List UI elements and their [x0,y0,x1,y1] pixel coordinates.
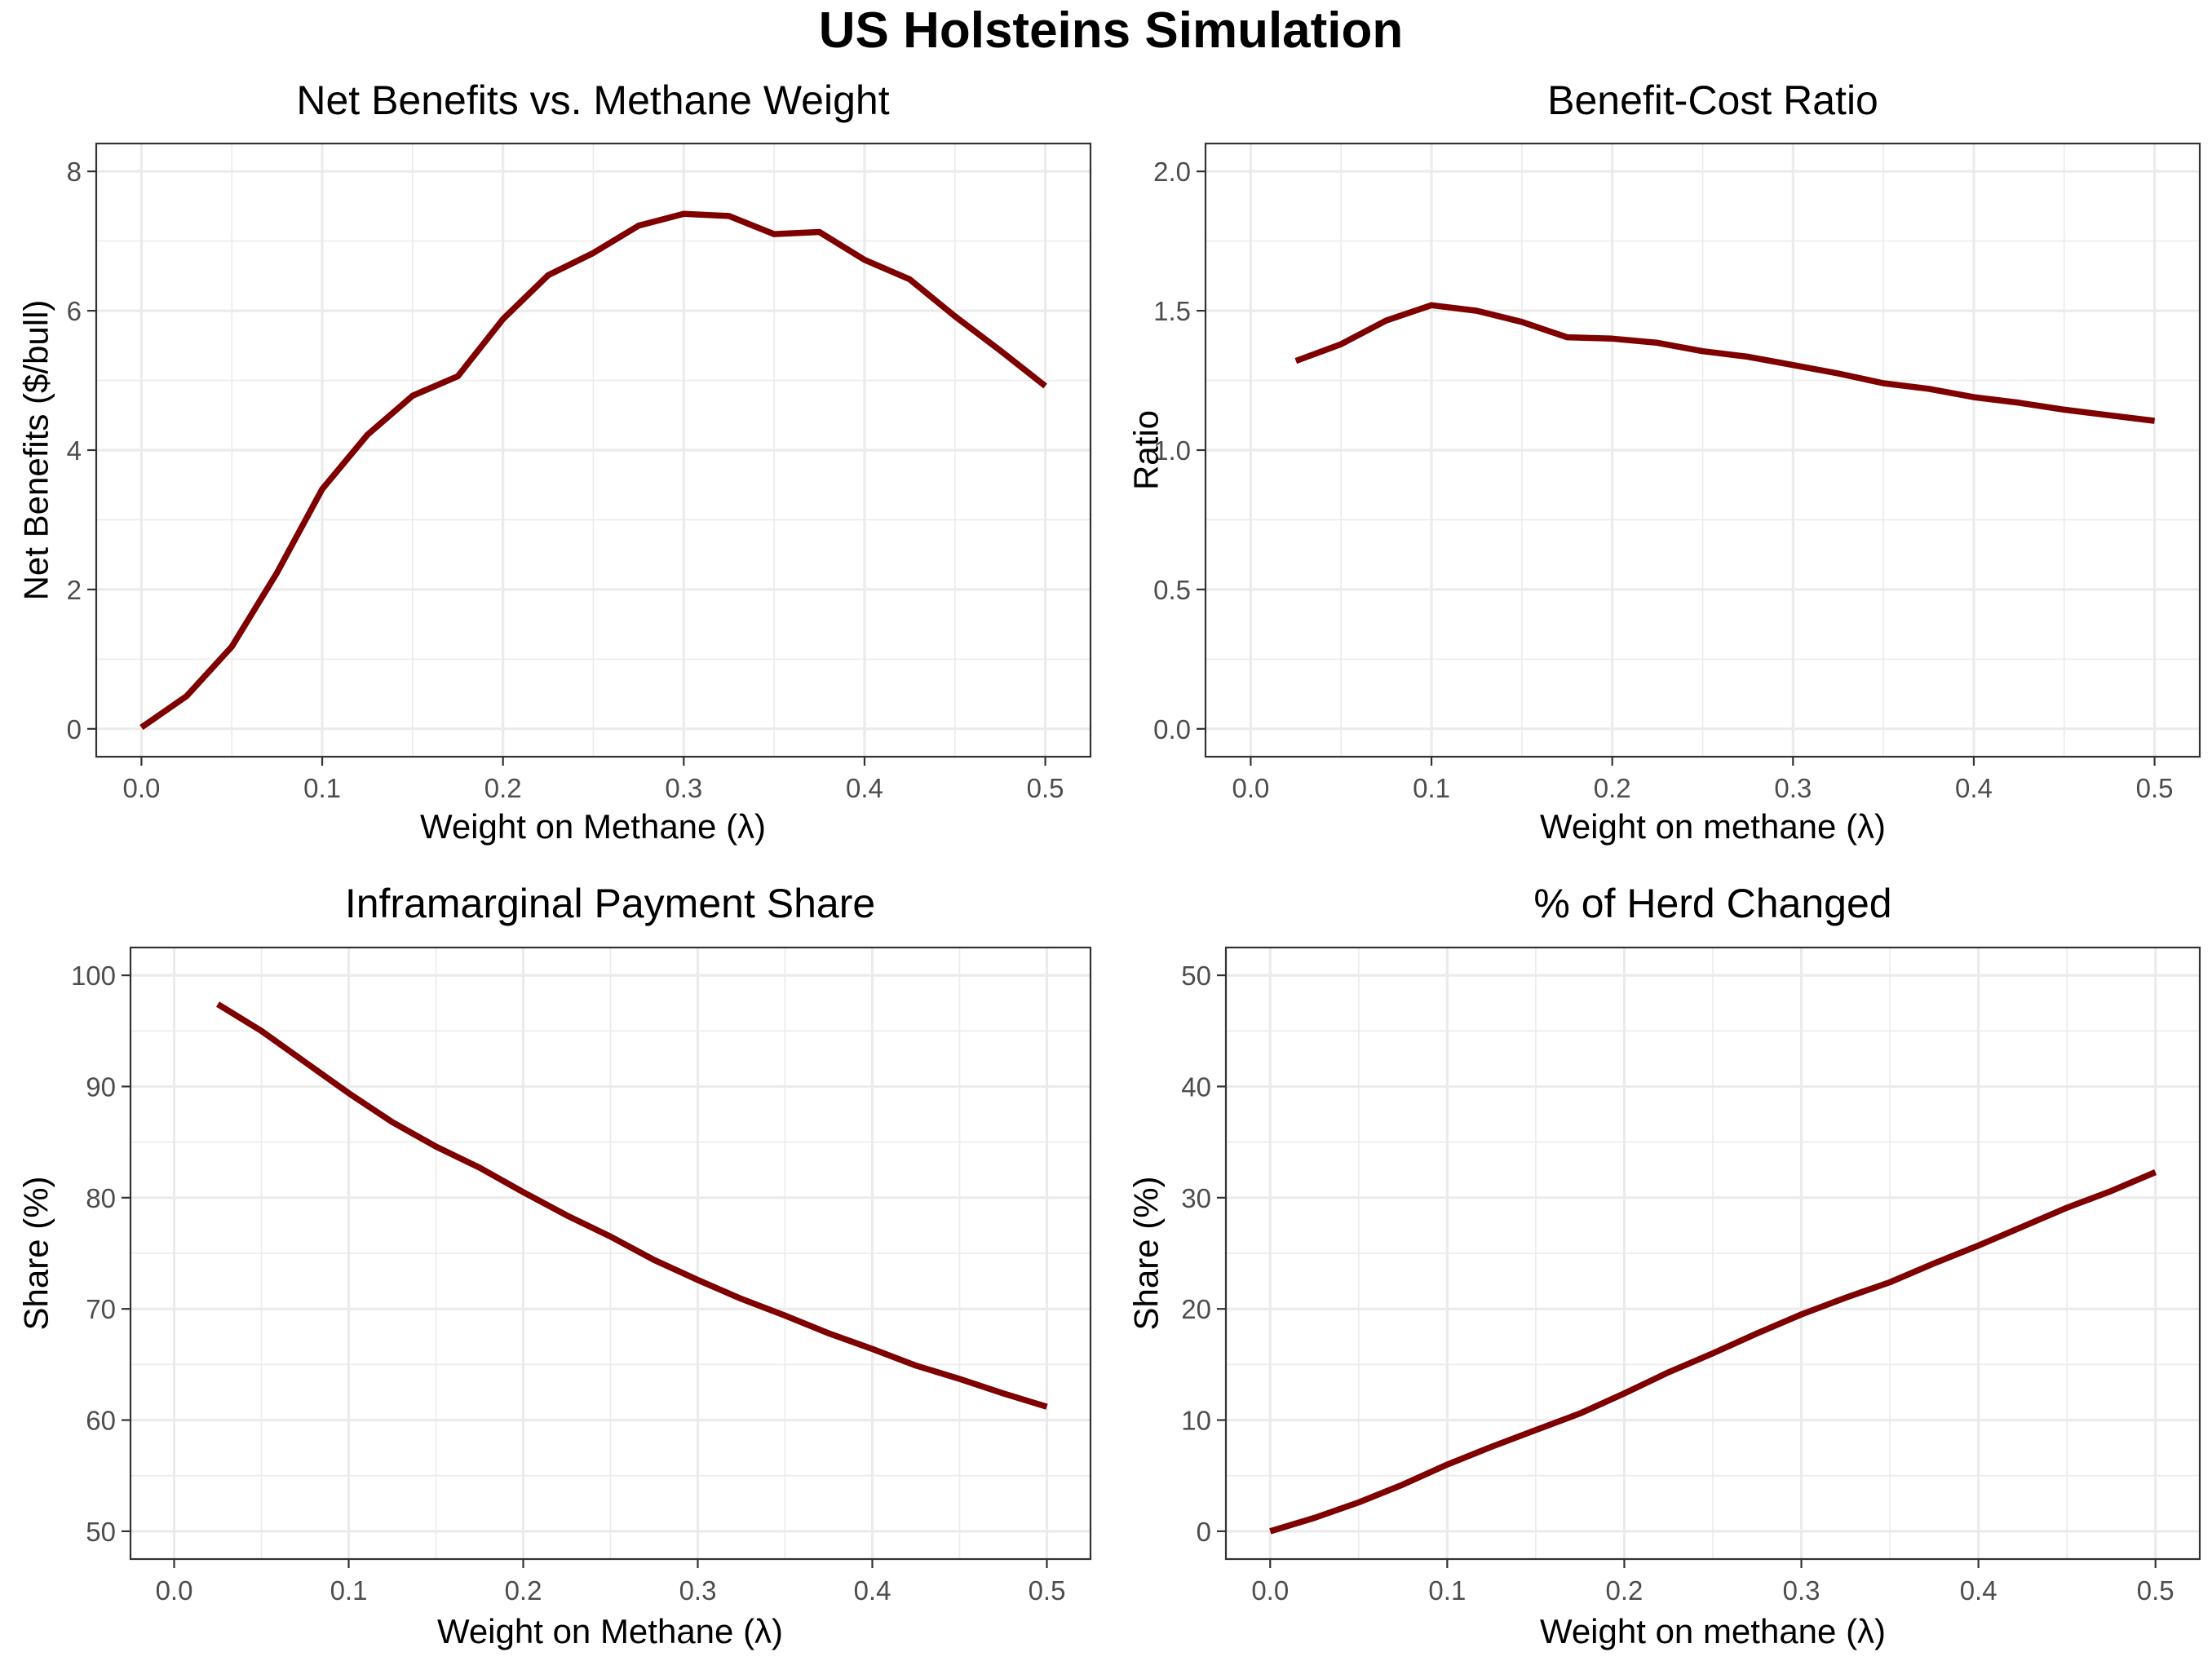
chart-title: Benefit-Cost Ratio [1547,77,1878,123]
y-tick-label: 30 [1181,1183,1211,1213]
x-tick-label: 0.1 [1428,1575,1466,1606]
y-tick-label: 2 [67,575,82,605]
y-tick-label: 4 [67,435,82,466]
x-tick-label: 0.5 [1027,773,1064,803]
x-axis-label: Weight on methane (λ) [1540,807,1886,846]
y-axis-label: Net Benefits ($/bull) [17,300,55,601]
x-tick-label: 0.4 [1960,1575,1997,1606]
y-tick-label: 0 [1197,1517,1211,1547]
y-tick-label: 80 [86,1183,116,1213]
x-tick-label: 0.2 [505,1575,542,1606]
x-tick-label: 0.4 [1955,773,1993,803]
x-tick-label: 0.1 [1413,773,1450,803]
y-axis-label: Ratio [1127,410,1166,490]
figure-title: US Holsteins Simulation [819,2,1404,59]
panels: 0.0 0.1 0.2 0.3 0.4 0.5 0 2 4 6 8 Net Benefits vs. … [17,77,2201,1650]
x-tick-label: 0.3 [679,1575,717,1606]
chart-title: Net Benefits vs. Methane Weight [296,77,889,123]
y-tick-label: 50 [1181,961,1211,991]
x-tick-label: 0.4 [846,773,883,803]
x-tick-label: 0.4 [854,1575,891,1606]
x-tick-label: 0.5 [2136,773,2174,803]
x-tick-label: 0.0 [1251,1575,1289,1606]
y-tick-label: 6 [67,296,82,326]
chart-panel-1: 0.0 0.1 0.2 0.3 0.4 0.5 0 2 4 6 8 Net Benefits vs. … [17,77,1092,846]
series-line [216,1001,1048,1410]
series-line [139,210,1047,731]
y-tick-label: 20 [1181,1294,1211,1324]
y-tick-label: 90 [86,1071,116,1102]
y-tick-label: 60 [86,1406,116,1436]
plot-border [129,946,1092,1561]
y-tick-label: 1.0 [1153,435,1191,466]
chart-panel-4: 0.0 0.1 0.2 0.3 0.4 0.5 0 10 20 30 40 50 % of Herd C… [1127,881,2201,1650]
y-tick-label: 8 [67,157,82,187]
series-line [1269,1169,2157,1535]
x-axis-label: Weight on methane (λ) [1540,1612,1886,1650]
x-tick-label: 0.3 [1774,773,1812,803]
x-tick-label: 0.3 [665,773,702,803]
plot-border [1224,946,2201,1561]
y-tick-label: 70 [86,1294,116,1324]
x-tick-label: 0.5 [1029,1575,1066,1606]
series-line [1294,302,2156,424]
y-tick-label: 1.5 [1153,296,1191,326]
y-tick-label: 40 [1181,1071,1211,1102]
y-tick-label: 100 [71,961,116,991]
x-tick-label: 0.2 [1594,773,1631,803]
x-tick-label: 0.1 [330,1575,368,1606]
x-tick-label: 0.3 [1783,1575,1820,1606]
y-tick-label: 0.5 [1153,575,1191,605]
x-axis-label: Weight on Methane (λ) [437,1612,783,1650]
chart-title: Inframarginal Payment Share [345,881,875,926]
x-tick-label: 0.2 [484,773,522,803]
y-tick-label: 2.0 [1153,157,1191,187]
chart-panel-2: 0.0 0.1 0.2 0.3 0.4 0.5 0.0 0.5 1.0 1.5 2.0 Benefit… [1127,77,2201,846]
x-tick-label: 0.0 [156,1575,193,1606]
x-tick-label: 0.0 [122,773,160,803]
x-tick-label: 0.1 [303,773,341,803]
chart-title: % of Herd Changed [1533,881,1891,926]
x-tick-label: 0.0 [1232,773,1269,803]
y-tick-label: 10 [1181,1406,1211,1436]
y-tick-label: 0.0 [1153,714,1191,744]
y-tick-label: 0 [67,714,82,744]
x-tick-label: 0.2 [1606,1575,1644,1606]
y-axis-label: Share (%) [1127,1176,1166,1330]
y-tick-label: 50 [86,1517,116,1547]
x-tick-label: 0.5 [2137,1575,2174,1606]
chart-panel-3: 0.0 0.1 0.2 0.3 0.4 0.5 50 60 70 80 90 100 Inframarg… [17,881,1092,1650]
x-axis-label: Weight on Methane (λ) [420,807,766,846]
y-axis-label: Share (%) [17,1176,55,1330]
